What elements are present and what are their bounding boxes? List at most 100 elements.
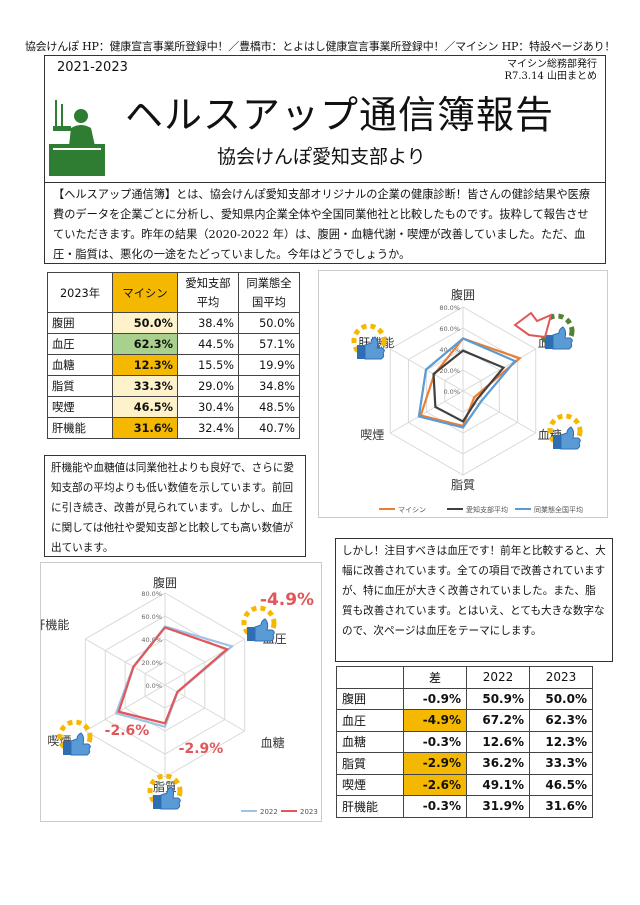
header-box: 2021-2023 マイシン総務部発行 R7.3.14 山田まとめ ヘルスアップ… (44, 55, 606, 183)
header-2023: 2023 (529, 666, 593, 689)
table-row: 腹囲 -0.9% 50.9% 50.0% (336, 687, 593, 710)
radar-tick-label: 80.0% (141, 590, 162, 598)
page-subtitle: 協会けんぽ愛知支部より (217, 146, 426, 168)
maishin-value: 31.6% (112, 417, 178, 439)
comment-box-1: 肝機能や血糖値は同業他社よりも良好で、さらに愛知支部の平均よりも低い数値を示して… (44, 455, 306, 557)
diff-value: -4.9% (403, 709, 467, 732)
comment-box-2: しかし！注目すべきは血圧です！前年と比較すると、大幅に改善されています。全ての項… (335, 538, 613, 662)
aichi-value: 38.4% (177, 312, 239, 334)
aichi-value: 32.4% (177, 417, 239, 439)
table-row: 血圧 -4.9% 67.2% 62.3% (336, 709, 593, 732)
thumbs-up-smoking-icon-ring (57, 719, 93, 755)
value-2022: 67.2% (466, 709, 530, 732)
table-row: 脂質 33.3% 29.0% 34.8% (47, 375, 300, 397)
table-row: 喫煙 -2.6% 49.1% 46.5% (336, 773, 593, 796)
diff-value: -0.3% (403, 795, 467, 818)
radar-axis-label: 腹囲 (153, 576, 177, 590)
radar-chart-2: 80.0%60.0%40.0%20.0%0.0%腹囲血圧血糖脂質喫煙肝機能202… (33, 562, 322, 822)
annotation-smoking-diff: -2.6% (105, 723, 150, 739)
thumbs-up-liver-icon-cuff (357, 345, 365, 359)
legend-label: 同業態全国平均 (534, 505, 583, 514)
thumbs-up-sugar-icon (547, 413, 583, 450)
page-title: ヘルスアップ通信簿報告 (125, 93, 555, 137)
radar-tick-label: 80.0% (439, 304, 460, 312)
radar-chart-2-svg: 80.0%60.0%40.0%20.0%0.0%腹囲血圧血糖脂質喫煙肝機能202… (33, 576, 318, 816)
radar-tick-label: 20.0% (439, 367, 460, 375)
value-2022: 50.9% (466, 687, 530, 710)
thumbs-up-smoking-icon-hand (70, 732, 91, 756)
issuer-line1: マイシン総務部発行 (507, 59, 597, 70)
row-item: 脂質 (336, 752, 404, 775)
maishin-value: 50.0% (112, 312, 178, 334)
diff-value: -0.3% (403, 730, 467, 753)
radar-chart-1-svg: 80.0%60.0%40.0%20.0%0.0%腹囲血圧血糖脂質喫煙肝機能マイシ… (351, 288, 583, 514)
value-2022: 49.1% (466, 773, 530, 796)
thumbs-up-sugar-icon-cuff (553, 435, 561, 449)
radar-tick-label: 60.0% (141, 613, 162, 621)
row-item: 喫煙 (47, 396, 113, 418)
aichi-value: 15.5% (177, 354, 239, 376)
table-row: 肝機能 31.6% 32.4% 40.7% (47, 417, 300, 439)
national-value: 50.0% (238, 312, 300, 334)
header-blank (336, 666, 404, 689)
maishin-value: 46.5% (112, 396, 178, 418)
radar-chart-1: 80.0%60.0%40.0%20.0%0.0%腹囲血圧血糖脂質喫煙肝機能マイシ… (318, 270, 608, 518)
value-2023: 33.3% (529, 752, 593, 775)
thumbs-up-bp-icon-cuff (545, 335, 553, 349)
yearly-diff-table: 差 2022 2023 腹囲 -0.9% 50.9% 50.0% 血圧 -4.9% 67.2… (336, 666, 593, 818)
value-2023: 50.0% (529, 687, 593, 710)
row-item: 肝機能 (336, 795, 404, 818)
diff-value: -2.9% (403, 752, 467, 775)
thumbs-up-bp-icon-cuff (247, 627, 255, 641)
radar-axis-label: 肝機能 (41, 617, 69, 632)
header-maishin: マイシン (112, 272, 178, 313)
thumbs-up-liver-icon-ring (351, 323, 387, 359)
table-row: 肝機能 -0.3% 31.9% 31.6% (336, 795, 593, 818)
maishin-value: 12.3% (112, 354, 178, 376)
radar-axis-label: 腹囲 (451, 288, 475, 302)
issuer-line2: R7.3.14 山田まとめ (504, 71, 597, 82)
header-year: 2023年 (47, 272, 113, 313)
thumbs-up-lipid-icon (147, 773, 183, 810)
radar-tick-label: 0.0% (443, 388, 460, 396)
thumbs-up-smoking-icon (57, 719, 93, 756)
radar-spoke (390, 390, 464, 434)
row-item: 血糖 (336, 730, 404, 753)
table-row: 血糖 -0.3% 12.6% 12.3% (336, 730, 593, 753)
thumbs-up-bp-icon-hand (254, 618, 275, 642)
radar-tick-label: 60.0% (439, 325, 460, 333)
header-2022: 2022 (466, 666, 530, 689)
maishin-value: 33.3% (112, 375, 178, 397)
national-value: 40.7% (238, 417, 300, 439)
row-item: 肝機能 (47, 417, 113, 439)
value-2022: 31.9% (466, 795, 530, 818)
table-header-row: 差 2022 2023 (336, 666, 593, 689)
table-header-row: 2023年 マイシン 愛知支部 平均 同業態全 国平均 (47, 272, 300, 313)
diff-value: -0.9% (403, 687, 467, 710)
row-item: 腹囲 (47, 312, 113, 334)
thumbs-up-lipid-icon-cuff (153, 795, 161, 809)
header-diff: 差 (403, 666, 467, 689)
radar-series-line (432, 349, 506, 423)
row-item: 血圧 (47, 333, 113, 355)
legend-label: 2023 (300, 808, 318, 816)
radar-spoke (85, 638, 166, 686)
thumbs-up-liver-icon-hand (364, 336, 385, 360)
table-row: 喫煙 46.5% 30.4% 48.5% (47, 396, 300, 418)
header-national: 同業態全 国平均 (238, 272, 300, 313)
table-row: 脂質 -2.9% 36.2% 33.3% (336, 752, 593, 775)
thumbs-up-lipid-icon-ring (147, 773, 183, 809)
national-value: 34.8% (238, 375, 300, 397)
value-2023: 12.3% (529, 730, 593, 753)
legend-label: マイシン (398, 506, 426, 514)
thumbs-up-smoking-icon-cuff (63, 741, 71, 755)
national-value: 48.5% (238, 396, 300, 418)
legend-label: 2022 (260, 808, 278, 816)
radar-series-line (114, 625, 235, 728)
row-item: 喫煙 (336, 773, 404, 796)
aichi-value: 29.0% (177, 375, 239, 397)
table-body: 腹囲 50.0% 38.4% 50.0% 血圧 62.3% 44.5% 57.1% 血糖 12.3… (47, 312, 300, 439)
radar-series-line (117, 626, 230, 725)
teacher-desk-icon (49, 100, 105, 176)
legend-label: 愛知支部平均 (466, 505, 508, 514)
